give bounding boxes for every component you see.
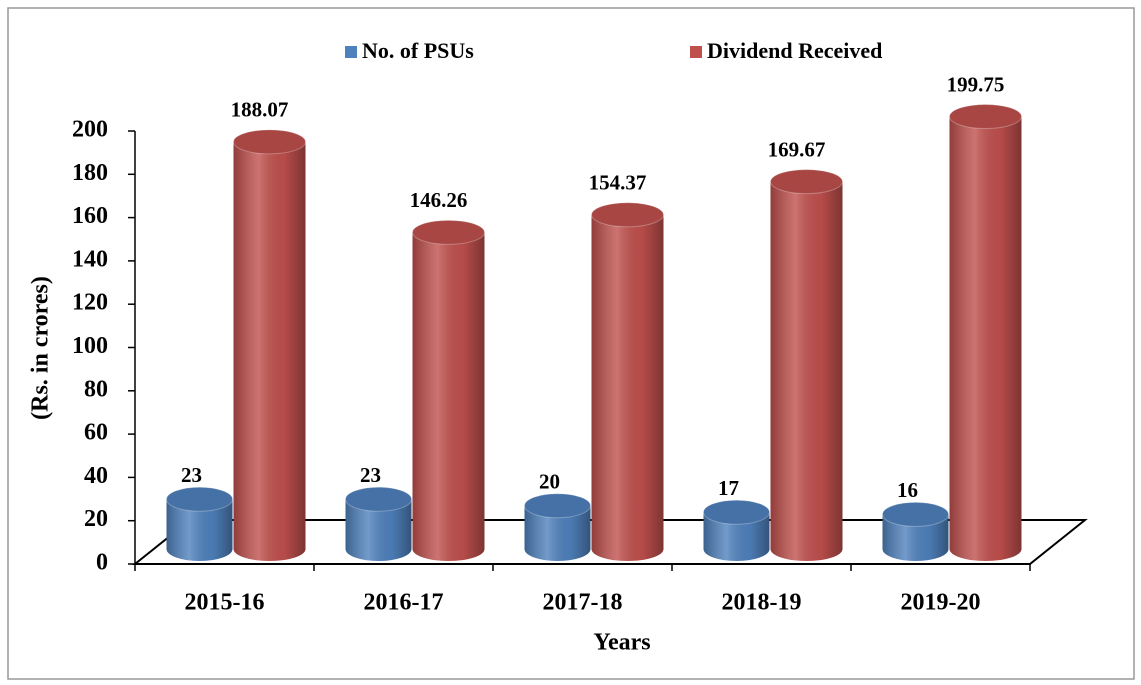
y-tick-label: 200 — [72, 117, 108, 143]
x-tick-label: 2016-17 — [364, 590, 444, 616]
y-tick-label: 180 — [72, 160, 108, 186]
x-tick-label: 2017-18 — [543, 590, 623, 616]
y-axis-label: (Rs. in crores) — [28, 276, 54, 420]
cylinder-shade — [703, 512, 770, 561]
cylinder-top — [770, 169, 843, 195]
cylinder-top-shade — [166, 487, 233, 512]
cylinder-top — [703, 499, 770, 525]
data-label: 199.75 — [947, 72, 1005, 96]
data-label: 154.37 — [589, 171, 647, 195]
y-tick-label: 140 — [72, 246, 108, 272]
cylinder-top — [949, 104, 1022, 130]
y-tick-label: 20 — [84, 506, 108, 532]
data-label: 23 — [181, 463, 202, 487]
cylinder-top-shade — [882, 502, 949, 527]
legend-swatch — [345, 46, 357, 58]
cylinder-shade — [591, 214, 664, 562]
data-label: 17 — [718, 476, 739, 500]
cylinder-shade — [524, 505, 591, 561]
cylinder-shade — [166, 499, 233, 561]
y-tick-label: 100 — [72, 333, 108, 359]
data-label: 169.67 — [768, 137, 826, 161]
y-tick-label: 0 — [96, 550, 108, 576]
cylinder-top-shade — [770, 169, 843, 194]
cylinder-top-shade — [345, 487, 412, 512]
y-tick-label: 40 — [84, 463, 108, 489]
data-label: 188.07 — [231, 98, 289, 122]
y-tick-label: 80 — [84, 376, 108, 402]
cylinder-top — [882, 501, 949, 527]
cylinder-top — [166, 486, 233, 512]
legend-label: Dividend Received — [707, 38, 882, 63]
cylinder-shade — [345, 499, 412, 561]
cylinder-top-shade — [412, 220, 485, 245]
cylinder-top — [412, 219, 485, 245]
cylinder-top-shade — [233, 129, 306, 154]
cylinder-top-shade — [591, 202, 664, 227]
cylinder-shade — [770, 181, 843, 562]
cylinder-top-shade — [703, 500, 770, 525]
x-tick-label: 2019-20 — [901, 590, 981, 616]
x-tick-label: 2015-16 — [185, 590, 265, 616]
data-label: 16 — [897, 478, 918, 502]
legend-swatch — [690, 46, 702, 58]
x-tick-label: 2018-19 — [722, 590, 802, 616]
y-tick-label: 60 — [84, 420, 108, 446]
cylinder-top-shade — [949, 104, 1022, 129]
cylinder-top — [524, 493, 591, 519]
cylinder-shade — [412, 232, 485, 561]
cylinder-top — [233, 129, 306, 155]
data-label: 146.26 — [410, 188, 468, 212]
legend-label: No. of PSUs — [362, 38, 474, 63]
x-axis-label: Years — [593, 630, 650, 656]
data-label: 20 — [539, 470, 560, 494]
frame — [7, 7, 1135, 680]
y-tick-label: 160 — [72, 203, 108, 229]
cylinder-shade — [882, 514, 949, 561]
cylinder-shade — [233, 141, 306, 562]
y-tick-label: 120 — [72, 290, 108, 316]
cylinder-shade — [949, 116, 1022, 561]
data-label: 23 — [360, 463, 381, 487]
cylinder-top — [345, 486, 412, 512]
cylinder-top-shade — [524, 493, 591, 518]
cylinder-top — [591, 202, 664, 228]
